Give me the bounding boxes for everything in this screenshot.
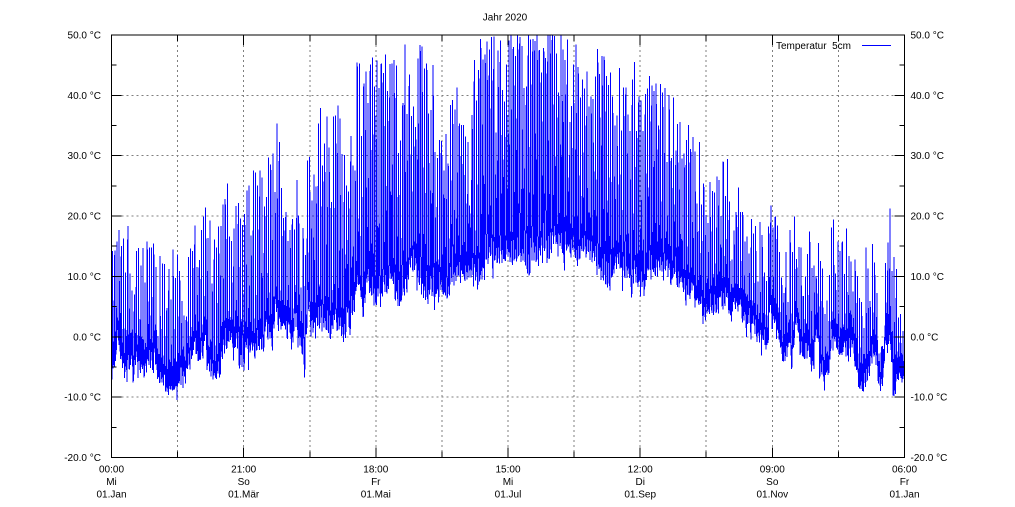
svg-text:50.0 °C: 50.0 °C	[68, 31, 101, 42]
svg-text:Mi: Mi	[106, 477, 117, 488]
svg-text:Fr: Fr	[900, 477, 910, 488]
svg-text:50.0 °C: 50.0 °C	[911, 31, 944, 42]
svg-text:01.Nov: 01.Nov	[756, 490, 788, 501]
svg-text:01.Sep: 01.Sep	[624, 490, 656, 501]
svg-text:01.Jul: 01.Jul	[495, 490, 522, 501]
svg-text:0.0 °C: 0.0 °C	[911, 332, 939, 343]
svg-text:21:00: 21:00	[231, 465, 256, 476]
svg-text:-20.0 °C: -20.0 °C	[64, 453, 101, 464]
svg-text:01.Jan: 01.Jan	[96, 490, 126, 501]
svg-text:-10.0 °C: -10.0 °C	[64, 393, 101, 404]
svg-text:15:00: 15:00	[495, 465, 520, 476]
svg-text:18:00: 18:00	[363, 465, 388, 476]
svg-text:So: So	[238, 477, 251, 488]
svg-text:Fr: Fr	[371, 477, 381, 488]
svg-text:01.Jan: 01.Jan	[889, 490, 919, 501]
svg-text:Di: Di	[635, 477, 644, 488]
svg-text:Temperatur 5cm: Temperatur 5cm	[776, 41, 851, 52]
svg-text:40.0 °C: 40.0 °C	[911, 91, 944, 102]
svg-text:06:00: 06:00	[892, 465, 917, 476]
svg-text:00:00: 00:00	[99, 465, 124, 476]
svg-text:01.Mai: 01.Mai	[361, 490, 391, 501]
svg-text:20.0 °C: 20.0 °C	[911, 212, 944, 223]
svg-text:01.Mär: 01.Mär	[228, 490, 260, 501]
svg-text:30.0 °C: 30.0 °C	[68, 151, 101, 162]
svg-text:So: So	[766, 477, 779, 488]
svg-text:10.0 °C: 10.0 °C	[68, 272, 101, 283]
svg-text:0.0 °C: 0.0 °C	[73, 332, 101, 343]
svg-text:10.0 °C: 10.0 °C	[911, 272, 944, 283]
svg-text:Jahr 2020: Jahr 2020	[483, 13, 528, 24]
svg-text:20.0 °C: 20.0 °C	[68, 212, 101, 223]
svg-text:-10.0 °C: -10.0 °C	[911, 393, 948, 404]
svg-text:09:00: 09:00	[760, 465, 785, 476]
svg-text:30.0 °C: 30.0 °C	[911, 151, 944, 162]
svg-text:40.0 °C: 40.0 °C	[68, 91, 101, 102]
svg-text:-20.0 °C: -20.0 °C	[911, 453, 948, 464]
svg-text:12:00: 12:00	[628, 465, 653, 476]
svg-text:Mi: Mi	[503, 477, 514, 488]
